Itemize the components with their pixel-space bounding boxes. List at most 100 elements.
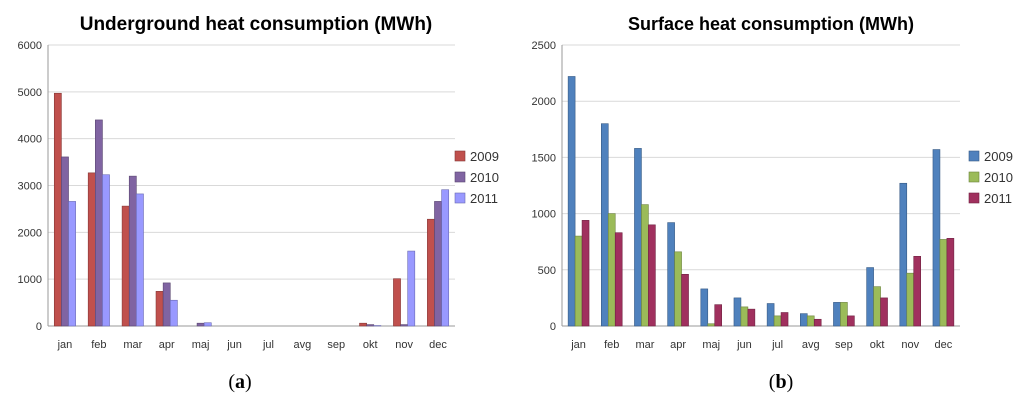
bar-maj-2011 xyxy=(714,304,722,327)
bar-jul-2011 xyxy=(780,312,789,327)
bar-jun-2010 xyxy=(740,306,749,327)
bar-feb-2011 xyxy=(102,174,110,327)
bar-apr-2010 xyxy=(674,251,682,327)
bar-apr-2011 xyxy=(169,299,178,327)
x-tick-label: sep xyxy=(835,339,853,351)
bar-nov-2010 xyxy=(400,324,408,327)
y-tick-label: 2000 xyxy=(18,227,42,239)
bar-mar-2011 xyxy=(648,224,656,327)
x-tick-label: okt xyxy=(363,339,378,351)
bar-nov-2011 xyxy=(407,250,416,327)
bar-apr-2011 xyxy=(681,273,689,327)
legend-swatch-2010 xyxy=(968,171,980,183)
panel-caption: (b) xyxy=(769,371,793,393)
chart-title: Surface heat consumption (MWh) xyxy=(628,14,914,34)
y-tick-label: 1000 xyxy=(532,209,556,221)
legend-label-2009: 2009 xyxy=(984,149,1013,164)
legend-label-2010: 2010 xyxy=(984,170,1013,185)
bar-dec-2011 xyxy=(441,189,450,327)
bar-feb-2010 xyxy=(95,119,103,327)
y-tick-label: 1000 xyxy=(18,274,42,286)
bar-feb-2009 xyxy=(601,123,609,327)
x-tick-label: sep xyxy=(327,339,345,351)
bar-nov-2010 xyxy=(906,272,915,327)
x-tick-label: jan xyxy=(57,339,73,351)
bar-dec-2010 xyxy=(434,201,442,327)
chart-2: 0 500 1000 1500 2000 2500 jan feb mar apr maj jun ju… xyxy=(532,14,1013,393)
bar-maj-2009 xyxy=(700,288,709,327)
legend-swatch-2011 xyxy=(968,192,980,204)
bar-jul-2009 xyxy=(766,303,775,327)
bar-dec-2009 xyxy=(932,149,941,327)
x-tick-label: maj xyxy=(702,339,720,351)
y-tick-label: 5000 xyxy=(18,87,42,99)
bar-jul-2010 xyxy=(773,315,782,327)
bar-feb-2009 xyxy=(87,172,96,327)
bar-mar-2011 xyxy=(136,193,144,327)
y-tick-label: 2000 xyxy=(532,96,556,108)
x-tick-label: feb xyxy=(91,339,106,351)
bar-maj-2010 xyxy=(196,322,205,327)
chart-title: Underground heat consumption (MWh) xyxy=(80,14,433,35)
bar-avg-2010 xyxy=(806,315,815,327)
bar-feb-2011 xyxy=(614,232,623,327)
x-tick-label: feb xyxy=(604,339,619,351)
y-tick-label: 500 xyxy=(538,265,556,277)
x-tick-label: apr xyxy=(670,339,686,351)
x-tick-label: dec xyxy=(935,339,953,351)
legend-swatch-2011 xyxy=(454,192,466,204)
bar-apr-2010 xyxy=(162,282,171,327)
y-tick-label: 3000 xyxy=(18,181,42,193)
bar-avg-2011 xyxy=(813,318,822,327)
bar-okt-2009 xyxy=(866,267,874,327)
bar-feb-2010 xyxy=(607,213,616,327)
chart-1: 0 1000 2000 3000 4000 5000 6000 jan feb mar apr maj… xyxy=(18,14,499,393)
bar-jan-2011 xyxy=(68,201,76,327)
legend-swatch-2010 xyxy=(454,171,466,183)
bar-maj-2011 xyxy=(203,322,212,327)
bar-apr-2009 xyxy=(155,291,164,327)
x-tick-label: avg xyxy=(802,339,820,351)
bar-jan-2009 xyxy=(567,76,576,327)
y-tick-label: 0 xyxy=(550,321,556,333)
legend-label-2009: 2009 xyxy=(470,149,499,164)
bar-mar-2009 xyxy=(121,205,130,327)
x-tick-label: jul xyxy=(771,339,783,351)
bar-mar-2009 xyxy=(634,148,642,327)
panel-caption: (a) xyxy=(228,371,251,393)
x-tick-label: maj xyxy=(192,339,210,351)
bar-dec-2010 xyxy=(939,239,948,327)
bar-okt-2010 xyxy=(366,324,375,327)
bar-jan-2011 xyxy=(581,220,590,327)
y-tick-label: 0 xyxy=(36,321,42,333)
bar-okt-2011 xyxy=(880,297,888,327)
bar-mar-2010 xyxy=(641,204,649,327)
x-tick-label: jun xyxy=(736,339,752,351)
legend-swatch-2009 xyxy=(968,150,980,162)
y-tick-label: 1500 xyxy=(532,152,556,164)
x-tick-label: jun xyxy=(226,339,242,351)
bar-sep-2010 xyxy=(840,302,848,327)
legend-swatch-2009 xyxy=(454,150,466,162)
bar-dec-2011 xyxy=(946,238,955,327)
y-tick-label: 4000 xyxy=(18,134,42,146)
x-tick-label: nov xyxy=(901,339,919,351)
bar-sep-2009 xyxy=(833,302,841,327)
x-tick-label: apr xyxy=(159,339,175,351)
bar-jan-2010 xyxy=(61,156,69,327)
x-tick-label: nov xyxy=(395,339,413,351)
bar-jan-2010 xyxy=(574,235,583,327)
x-tick-label: okt xyxy=(870,339,885,351)
bar-okt-2009 xyxy=(359,322,367,327)
bar-jun-2009 xyxy=(733,297,742,327)
bar-dec-2009 xyxy=(427,218,435,327)
bar-nov-2009 xyxy=(393,278,401,327)
y-tick-label: 6000 xyxy=(18,40,42,52)
x-tick-label: jan xyxy=(570,339,586,351)
x-tick-label: avg xyxy=(294,339,312,351)
legend-label-2011: 2011 xyxy=(470,191,498,206)
bar-okt-2010 xyxy=(873,286,881,327)
bar-nov-2009 xyxy=(899,182,908,327)
bar-mar-2010 xyxy=(128,175,137,327)
legend-label-2010: 2010 xyxy=(470,170,499,185)
